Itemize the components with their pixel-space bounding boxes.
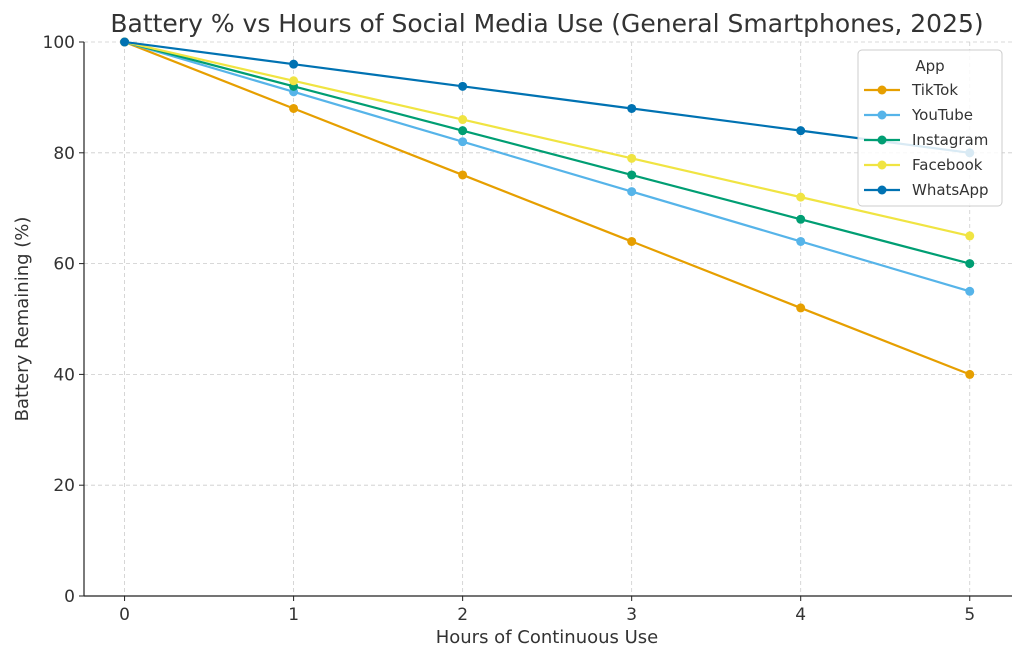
legend-marker <box>877 185 887 195</box>
data-point <box>965 259 975 269</box>
series-line <box>124 40 970 237</box>
data-point <box>796 303 806 313</box>
x-tick-label: 2 <box>457 605 468 625</box>
ticks: 0 1 2 3 4 5 0 20 40 60 80 100 <box>43 33 976 625</box>
data-point <box>796 236 806 246</box>
series-line <box>124 40 971 293</box>
legend-label: Facebook <box>912 156 983 174</box>
legend-label: WhatsApp <box>912 181 989 199</box>
series-line <box>124 40 971 265</box>
x-tick-label: 4 <box>795 605 806 625</box>
y-tick-label: 20 <box>53 476 75 496</box>
x-tick-label: 0 <box>119 605 130 625</box>
data-point <box>458 126 468 136</box>
legend-label: YouTube <box>911 106 973 124</box>
chart-title: Battery % vs Hours of Social Media Use (… <box>110 9 983 38</box>
series-line <box>124 40 971 376</box>
series-lines <box>120 37 975 379</box>
axes <box>83 42 1012 597</box>
y-tick-label: 100 <box>43 33 75 53</box>
data-point <box>289 76 299 86</box>
data-point <box>627 170 637 180</box>
data-point <box>627 153 637 163</box>
y-axis-label: Battery Remaining (%) <box>12 217 33 422</box>
data-point <box>458 81 468 91</box>
x-axis-label: Hours of Continuous Use <box>436 627 659 648</box>
data-point <box>627 236 637 246</box>
legend-title: App <box>915 57 944 75</box>
data-point <box>458 170 468 180</box>
data-point <box>458 115 468 125</box>
x-tick-label: 3 <box>626 605 637 625</box>
data-point <box>458 137 468 147</box>
data-point <box>965 286 975 296</box>
y-tick-label: 40 <box>53 365 75 385</box>
x-tick-label: 1 <box>288 605 299 625</box>
series-youtube <box>120 37 975 296</box>
legend-label: TikTok <box>911 81 958 99</box>
series-facebook <box>120 37 975 241</box>
data-point <box>796 192 806 202</box>
y-tick-label: 80 <box>53 144 75 164</box>
x-tick-label: 5 <box>964 605 975 625</box>
y-tick-label: 0 <box>64 587 75 607</box>
data-point <box>289 59 299 69</box>
data-point <box>627 187 637 197</box>
data-point <box>796 214 806 224</box>
data-point <box>965 231 975 241</box>
legend-marker <box>877 135 887 145</box>
y-tick-label: 60 <box>53 255 75 275</box>
data-point <box>627 103 637 113</box>
legend-marker <box>877 110 887 120</box>
series-line <box>124 40 970 154</box>
data-point <box>796 126 806 136</box>
legend-label: Instagram <box>912 131 988 149</box>
data-point <box>120 37 130 47</box>
data-point <box>289 103 299 113</box>
legend: App TikTok YouTube Instagram Facebook WhatsA… <box>857 49 1003 207</box>
data-point <box>965 369 975 379</box>
legend-marker <box>877 160 887 170</box>
legend-marker <box>877 85 887 95</box>
